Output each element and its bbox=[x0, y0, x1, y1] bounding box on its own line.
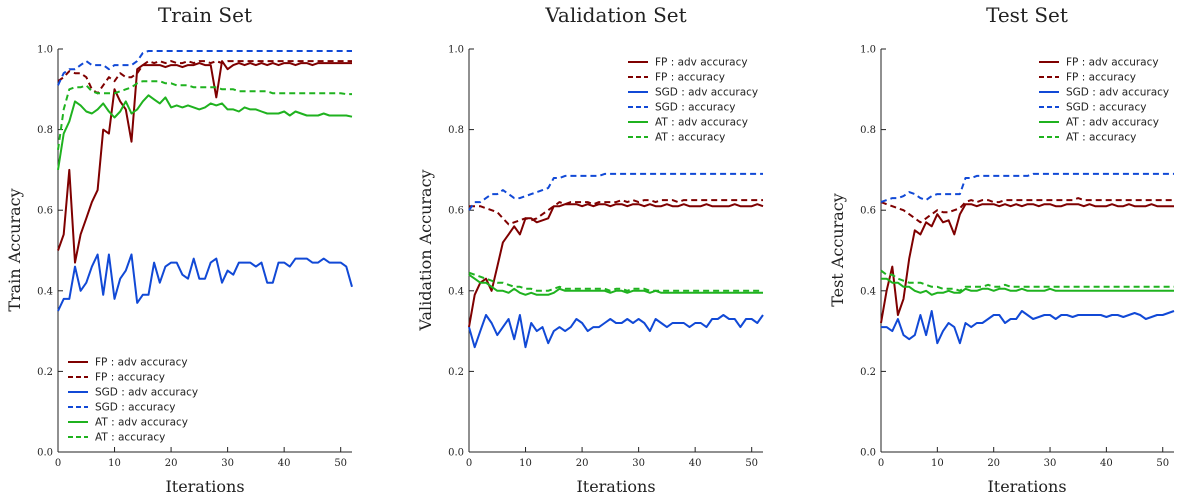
y-tick-label: 0.6 bbox=[860, 206, 876, 217]
y-tick-label: 1.0 bbox=[37, 45, 53, 56]
series-line-sgd-accuracy bbox=[57, 50, 352, 86]
x-tick-label: 40 bbox=[689, 458, 702, 469]
x-axis-label: Iterations bbox=[165, 477, 244, 496]
legend-label: SGD : adv accuracy bbox=[655, 87, 758, 99]
legend-label: FP : accuracy bbox=[1066, 72, 1136, 84]
series-line-at-accuracy bbox=[880, 269, 1174, 292]
x-tick-label: 50 bbox=[1156, 458, 1169, 469]
legend-label: SGD : adv accuracy bbox=[1066, 87, 1169, 99]
series-line-sgd-accuracy bbox=[880, 172, 1174, 204]
y-tick-label: 0.0 bbox=[860, 448, 876, 459]
legend-label: FP : adv accuracy bbox=[1066, 57, 1159, 69]
legend: FP : adv accuracy FP : accuracy SGD : adv … bbox=[628, 57, 758, 144]
x-tick-label: 30 bbox=[632, 458, 645, 469]
x-tick-label: 10 bbox=[931, 458, 944, 469]
y-tick-label: 0.8 bbox=[860, 125, 876, 136]
y-tick-label: 0.4 bbox=[37, 286, 53, 297]
legend-label: SGD : adv accuracy bbox=[95, 387, 198, 399]
x-axis-label: Iterations bbox=[987, 477, 1066, 496]
series-line-fp-accuracy bbox=[57, 60, 352, 95]
series-line-fp-accuracy bbox=[469, 199, 763, 226]
legend-label: FP : accuracy bbox=[655, 72, 725, 84]
x-tick-label: 50 bbox=[745, 458, 758, 469]
x-tick-label: 50 bbox=[334, 458, 347, 469]
y-axis-label: Test Accuracy bbox=[828, 193, 847, 307]
series-line-at-accuracy bbox=[468, 271, 763, 292]
x-tick-label: 40 bbox=[278, 458, 291, 469]
legend-label: AT : adv accuracy bbox=[95, 417, 188, 429]
series-line-fp-adv-accuracy bbox=[880, 203, 1174, 324]
x-tick-label: 0 bbox=[55, 458, 61, 469]
y-tick-label: 1.0 bbox=[448, 45, 464, 56]
y-tick-label: 0.2 bbox=[448, 367, 464, 378]
legend-label: SGD : accuracy bbox=[95, 402, 175, 414]
x-tick-label: 0 bbox=[466, 458, 472, 469]
y-tick-label: 0.4 bbox=[448, 286, 464, 297]
y-tick-label: 0.8 bbox=[37, 125, 53, 136]
legend-label: FP : adv accuracy bbox=[655, 57, 748, 69]
legend-label: AT : adv accuracy bbox=[655, 117, 748, 129]
series-line-at-adv-accuracy bbox=[881, 277, 1174, 296]
series-line-sgd-adv-accuracy bbox=[881, 310, 1175, 345]
legend-label: FP : adv accuracy bbox=[95, 357, 188, 369]
validation-set-chart: Validation Set Iterations Validation Acc… bbox=[416, 3, 764, 496]
chart-title: Validation Set bbox=[544, 3, 686, 27]
chart-title: Train Set bbox=[158, 3, 252, 27]
legend-label: AT : accuracy bbox=[95, 432, 165, 444]
train-set-chart: Train Set Iterations Train Accuracy 0.00… bbox=[5, 3, 353, 496]
x-tick-label: 10 bbox=[108, 458, 121, 469]
y-tick-label: 0.0 bbox=[448, 448, 464, 459]
y-tick-label: 0.6 bbox=[37, 206, 53, 217]
series-line-sgd-adv-accuracy bbox=[57, 253, 353, 312]
series-line-sgd-accuracy bbox=[468, 172, 763, 211]
legend-label: AT : accuracy bbox=[655, 132, 725, 144]
series-line-at-accuracy bbox=[57, 80, 352, 150]
legend: FP : adv accuracy FP : accuracy SGD : adv … bbox=[68, 357, 198, 444]
x-tick-label: 30 bbox=[1044, 458, 1057, 469]
y-axis-label: Train Accuracy bbox=[5, 188, 24, 311]
series-line-at-adv-accuracy bbox=[57, 94, 353, 171]
x-tick-label: 10 bbox=[519, 458, 532, 469]
test-set-chart: Test Set Iterations Test Accuracy 0.0 0.2… bbox=[828, 3, 1175, 496]
series-line-sgd-adv-accuracy bbox=[468, 314, 764, 349]
chart-title: Test Set bbox=[986, 3, 1068, 27]
series-line-fp-accuracy bbox=[880, 197, 1174, 224]
legend-label: FP : accuracy bbox=[95, 372, 165, 384]
x-tick-label: 20 bbox=[987, 458, 1000, 469]
y-axis-label: Validation Accuracy bbox=[416, 169, 435, 331]
y-tick-label: 0.2 bbox=[860, 367, 876, 378]
legend-label: SGD : accuracy bbox=[655, 102, 735, 114]
y-tick-label: 0.8 bbox=[448, 125, 464, 136]
x-tick-label: 20 bbox=[165, 458, 178, 469]
legend: FP : adv accuracy FP : accuracy SGD : adv … bbox=[1039, 57, 1169, 144]
y-tick-label: 1.0 bbox=[860, 45, 876, 56]
legend-label: SGD : accuracy bbox=[1066, 102, 1146, 114]
y-tick-label: 0.0 bbox=[37, 448, 53, 459]
series-line-fp-adv-accuracy bbox=[57, 60, 352, 264]
series-line-fp-adv-accuracy bbox=[468, 203, 764, 328]
y-tick-label: 0.6 bbox=[448, 206, 464, 217]
x-tick-label: 0 bbox=[878, 458, 884, 469]
x-tick-label: 20 bbox=[576, 458, 589, 469]
legend-label: AT : accuracy bbox=[1066, 132, 1136, 144]
y-tick-label: 0.2 bbox=[37, 367, 53, 378]
series-line-at-adv-accuracy bbox=[468, 273, 763, 296]
x-axis-label: Iterations bbox=[576, 477, 655, 496]
x-tick-label: 40 bbox=[1100, 458, 1113, 469]
y-tick-label: 0.4 bbox=[860, 286, 876, 297]
x-tick-label: 30 bbox=[221, 458, 234, 469]
legend-label: AT : adv accuracy bbox=[1066, 117, 1159, 129]
